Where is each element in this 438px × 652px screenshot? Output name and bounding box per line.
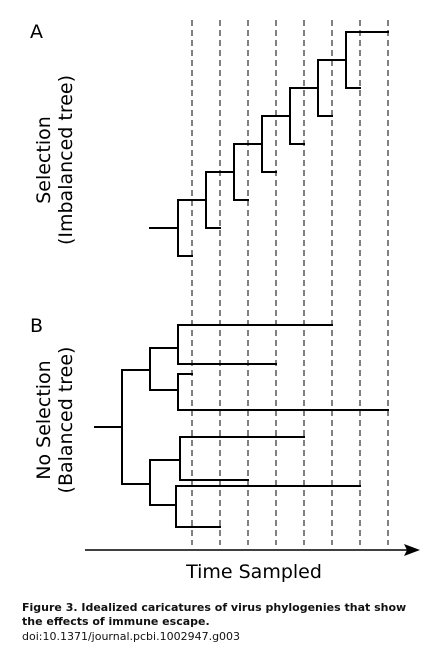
panel-label: No Selection [33,360,55,479]
panel-label: (Balanced tree) [55,347,77,494]
doi: doi:10.1371/journal.pcbi.1002947.g003 [22,630,240,643]
time-gridlines [191,20,389,545]
panel-letter: A [30,21,43,43]
imbalanced-tree [149,31,389,257]
caption: Figure 3. Idealized caricatures of virus… [22,601,406,614]
panel-label: (Imbalanced tree) [55,75,77,245]
panel-label: Selection [33,116,55,204]
axis-label: Time Sampled [185,561,322,583]
time-axis [85,544,420,556]
panel-letter: B [30,315,43,337]
balanced-tree [94,324,389,528]
caption: the effects of immune escape. [22,615,210,628]
